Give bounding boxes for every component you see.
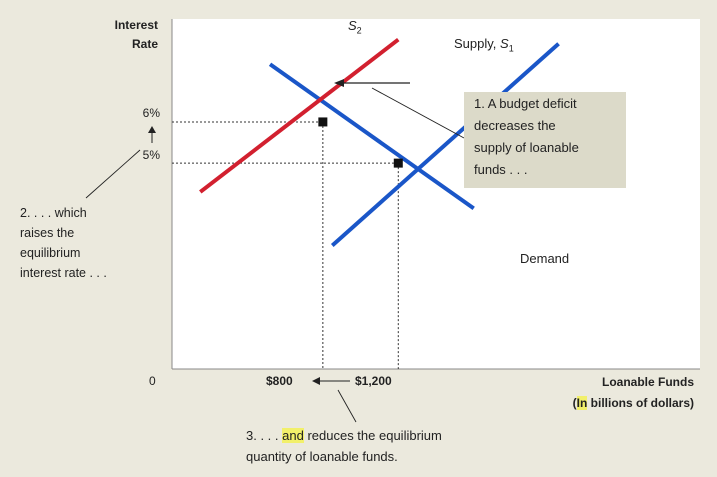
supply-s2-label-sub: 2 <box>356 25 362 36</box>
note3-line1: 3. . . . and reduces the equilibrium <box>246 428 442 443</box>
y-axis-label-line2: Rate <box>131 37 158 51</box>
supply-s1-label-s: S <box>500 36 509 51</box>
note1-line2: decreases the <box>474 118 556 133</box>
quantity-arrow-head <box>312 377 320 385</box>
supply-s1-label-prefix: Supply, <box>454 36 501 51</box>
note3-rest: reduces the equilibrium <box>303 428 442 443</box>
x-axis-units-open: ( <box>572 396 577 410</box>
origin-label: 0 <box>149 374 156 388</box>
supply-s2-label: S2 <box>348 18 362 36</box>
note3-leader <box>337 389 357 423</box>
note1-leader <box>371 87 465 139</box>
shift-arrow-head <box>334 79 344 87</box>
note1-box: 1. A budget deficit decreases the supply… <box>464 92 626 188</box>
y-axis-label-line1: Interest <box>114 18 158 32</box>
note1-line4: funds . . . <box>474 162 528 177</box>
note2-line3: equilibrium <box>20 246 81 260</box>
note2-line2: raises the <box>20 226 75 240</box>
supply-s2-line <box>199 38 400 194</box>
supply-s1-label: Supply, S1 <box>454 36 514 54</box>
note3-prefix: 3. . . . <box>246 428 283 443</box>
note3-line2: quantity of loanable funds. <box>246 449 398 464</box>
x-axis-units-rest: billions of dollars) <box>587 396 694 410</box>
supply-s1-label-sub: 1 <box>508 43 514 54</box>
y-tick-label-5: 5% <box>142 148 160 162</box>
y-tick-label-6: 6% <box>142 106 160 120</box>
note3-highlight: and <box>282 428 304 443</box>
note2-line4: interest rate . . . <box>20 266 107 280</box>
x-axis-label: Loanable Funds <box>601 375 694 389</box>
x-axis-units-highlight: In <box>576 396 588 410</box>
note2-leader <box>85 149 141 199</box>
note1-line1: 1. A budget deficit <box>474 96 577 111</box>
x-tick-label-1200: $1,200 <box>355 374 392 388</box>
supply-s1-line <box>330 42 560 247</box>
supply-s2-label-s: S <box>348 18 357 33</box>
note1-line3: supply of loanable <box>474 140 579 155</box>
plot-area <box>172 19 700 369</box>
x-tick-label-800: $800 <box>266 374 293 388</box>
rate-up-arrow-head <box>148 126 156 133</box>
equilibrium-point-0 <box>318 117 328 127</box>
demand-line <box>268 62 475 211</box>
x-axis-units: (In billions of dollars) <box>530 396 694 410</box>
note2-line1: 2. . . . which <box>20 206 87 220</box>
equilibrium-point-1 <box>393 158 403 168</box>
demand-label: Demand <box>520 251 570 266</box>
